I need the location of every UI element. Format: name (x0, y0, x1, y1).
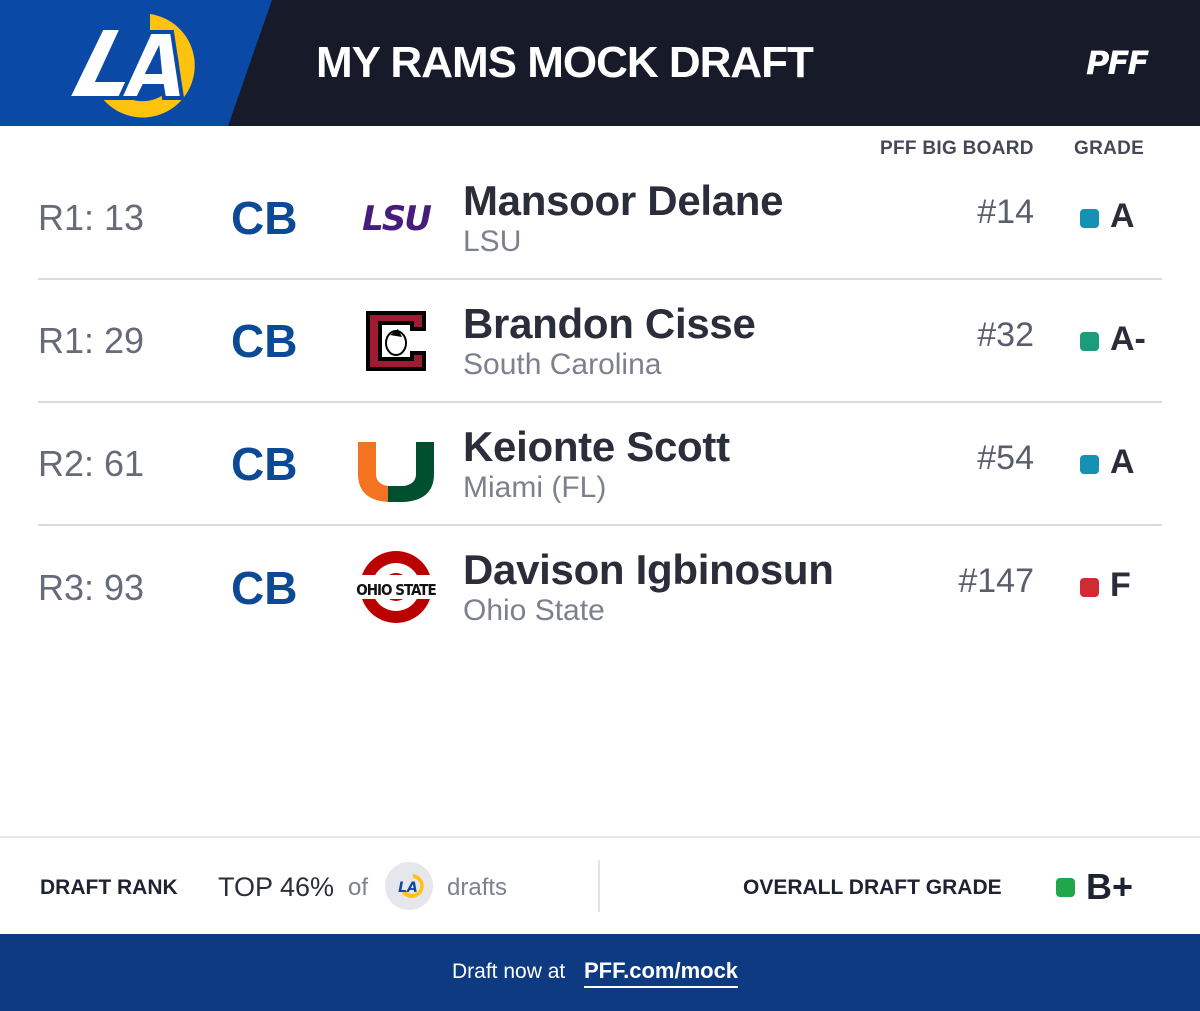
pick-number: R1: 13 (38, 196, 145, 238)
player-name: Brandon Cisse (463, 300, 756, 347)
pff-logo-text: PFF (1086, 46, 1149, 80)
grade-indicator (1080, 209, 1099, 228)
big-board-rank: #147 (958, 562, 1034, 600)
overall-grade-indicator (1056, 878, 1075, 897)
player-school: Ohio State (463, 594, 605, 627)
position: CB (231, 437, 298, 490)
position: CB (231, 561, 298, 614)
ohio-state-logo: OHIO STATE (356, 551, 437, 623)
draft-summary: DRAFT RANK TOP 46% of LA drafts OVERALL … (0, 836, 1200, 934)
summary-divider (598, 860, 600, 912)
pick-row: R2: 61 CB Keionte Scott Miami (FL) #54 A (38, 403, 1162, 526)
grade-indicator (1080, 455, 1099, 474)
pick-number: R1: 29 (38, 319, 145, 361)
pick-grade: A- (1110, 320, 1146, 358)
pick-row: R3: 93 CB OHIO STATE Davison Igbinosun O… (38, 526, 1162, 649)
player-name: Mansoor Delane (463, 177, 784, 224)
pick-number: R2: 61 (38, 442, 145, 484)
grade-indicator (1080, 578, 1099, 597)
svg-text:LSU: LSU (362, 199, 431, 239)
rams-mini-logo: LA (385, 862, 433, 910)
draft-rank-label: DRAFT RANK (40, 876, 178, 899)
pick-grade: A (1110, 197, 1135, 235)
pff-mock-link[interactable]: PFF.com/mock (584, 958, 739, 988)
player-name: Keionte Scott (463, 423, 730, 470)
overall-grade: B+ (1086, 866, 1134, 907)
lsu-logo: LSU (362, 199, 433, 239)
draft-rank-drafts: drafts (447, 874, 508, 901)
big-board-rank: #54 (977, 439, 1034, 477)
pick-row: R1: 13 CB LSU Mansoor Delane LSU #14 A (38, 157, 1162, 280)
page-title: MY RAMS MOCK DRAFT (316, 38, 814, 87)
pick-row: R1: 29 CB Brandon Cisse South Carolina #… (38, 280, 1162, 403)
player-school: Miami (FL) (463, 471, 607, 504)
column-header-grade: GRADE (1074, 138, 1145, 159)
south-carolina-logo (366, 311, 426, 371)
column-header-big-board: PFF BIG BOARD (880, 138, 1034, 159)
svg-text:LA: LA (398, 880, 418, 896)
footer: Draft now at PFF.com/mock (0, 934, 1200, 1011)
draft-rank-value: TOP 46% (218, 872, 335, 902)
grade-indicator (1080, 332, 1099, 351)
player-school: LSU (463, 225, 522, 258)
big-board-rank: #32 (977, 316, 1034, 354)
pick-number: R3: 93 (38, 566, 145, 608)
draft-rank-of: of (348, 874, 369, 901)
big-board-rank: #14 (977, 193, 1034, 231)
header-banner: MY RAMS MOCK DRAFT PFF (0, 0, 1200, 126)
position: CB (231, 314, 298, 367)
svg-text:OHIO STATE: OHIO STATE (356, 581, 436, 599)
player-name: Davison Igbinosun (463, 546, 834, 593)
pick-grade: F (1110, 566, 1131, 604)
overall-grade-label: OVERALL DRAFT GRADE (743, 876, 1002, 899)
pick-grade: A (1110, 443, 1135, 481)
pff-logo: PFF (1086, 46, 1151, 80)
rams-logo (64, 14, 195, 118)
miami-logo (358, 442, 434, 502)
player-school: South Carolina (463, 348, 662, 381)
footer-text: Draft now at (452, 960, 566, 983)
position: CB (231, 191, 298, 244)
